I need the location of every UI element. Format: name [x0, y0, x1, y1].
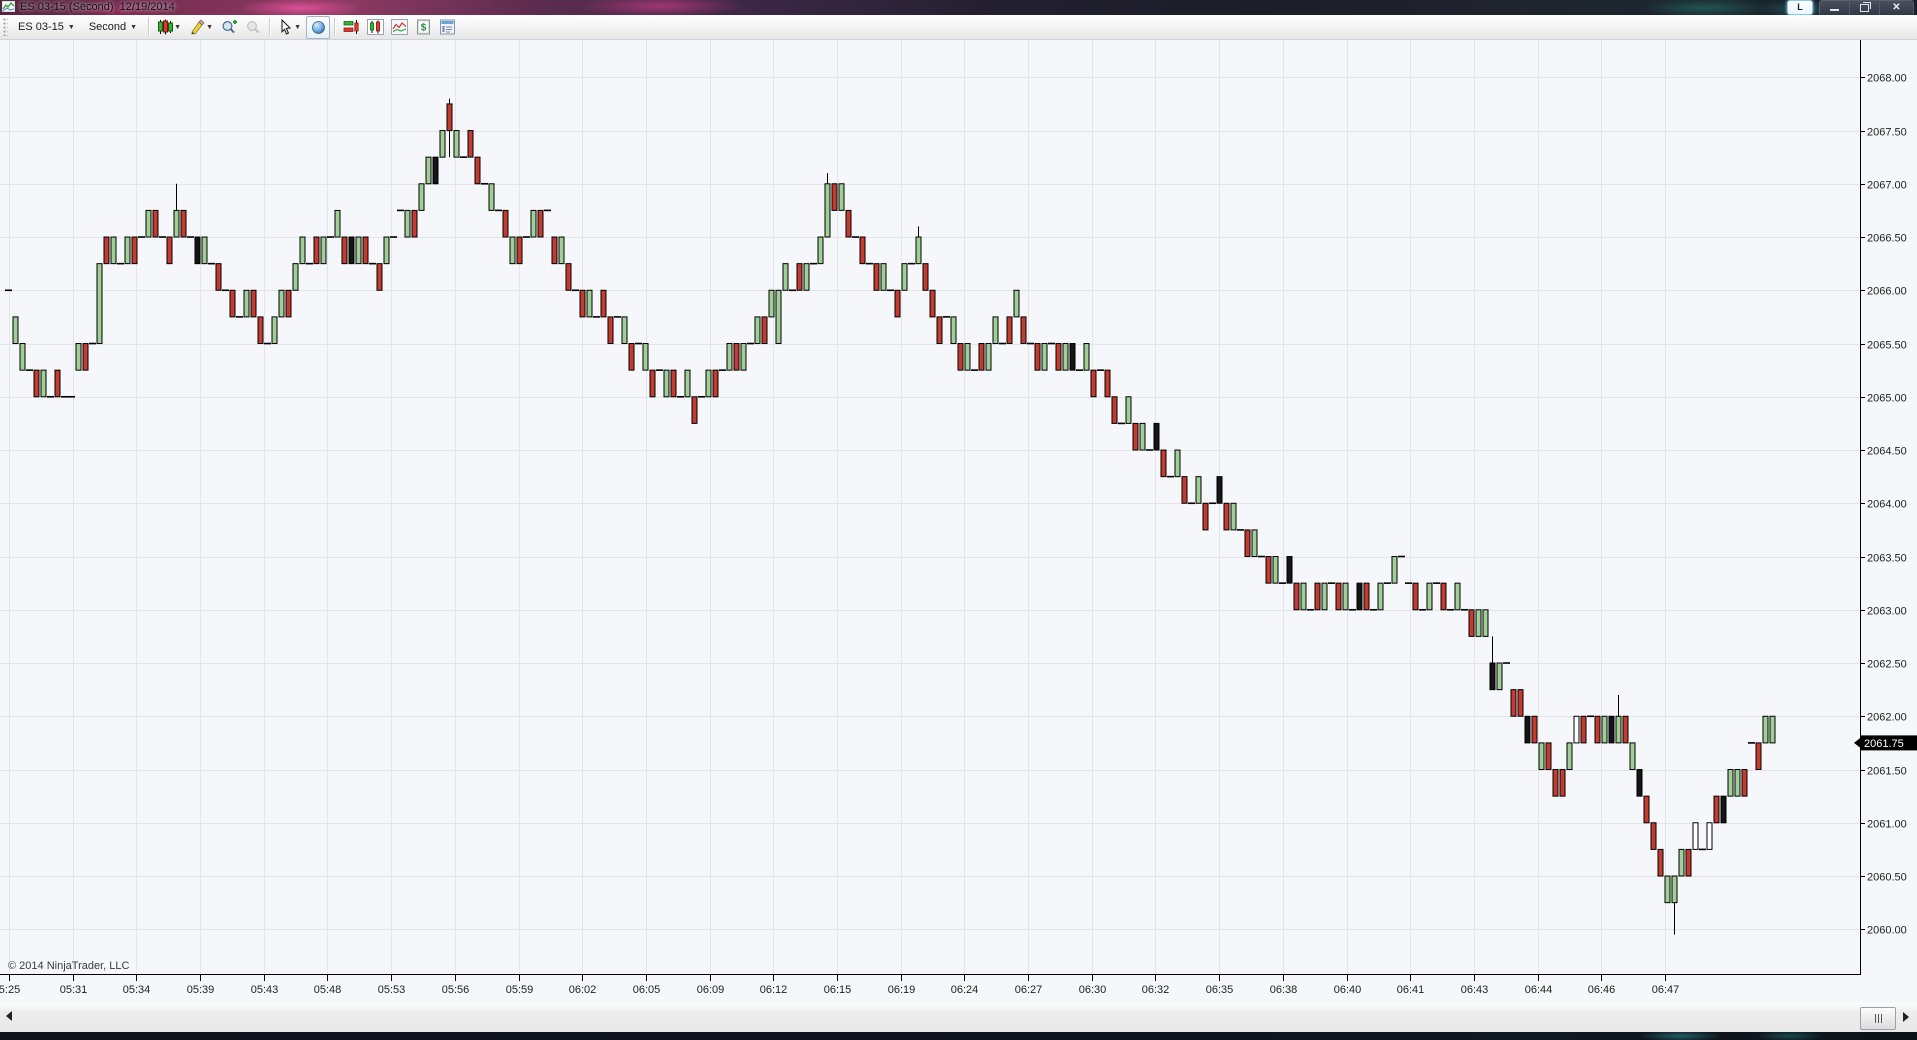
svg-text:06:32: 06:32 [1142, 984, 1170, 996]
scroll-right-arrow-icon[interactable] [1903, 1012, 1909, 1022]
svg-text:2060.50: 2060.50 [1867, 872, 1907, 884]
zoom-out-icon[interactable] [241, 16, 265, 39]
svg-text:06:27: 06:27 [1015, 984, 1043, 996]
svg-text:2062.00: 2062.00 [1867, 712, 1907, 724]
title-bar: ES 03-15 (Second) 12/19/2014 L ✕ [0, 0, 1917, 16]
candlestick-bars [5, 98, 1776, 935]
price-axis: 2068.00 2067.50 2067.00 2066.50 2066.00 2065.… [1860, 73, 1907, 937]
svg-text:$: $ [420, 23, 426, 34]
data-box-icon[interactable] [363, 16, 387, 39]
chart-style-icon[interactable]: ▼ [153, 16, 185, 39]
svg-text:06:24: 06:24 [951, 984, 979, 996]
svg-text:05:56: 05:56 [442, 984, 470, 996]
svg-text:2067.50: 2067.50 [1867, 127, 1907, 139]
svg-text:2063.50: 2063.50 [1867, 553, 1907, 565]
crosshair-globe-icon[interactable] [306, 15, 331, 39]
svg-text:2066.00: 2066.00 [1867, 286, 1907, 298]
restore-icon [1860, 1, 1871, 12]
svg-text:06:05: 06:05 [633, 984, 661, 996]
price-chart[interactable]: 2068.00 2067.50 2067.00 2066.50 2066.00 2065.… [0, 40, 1917, 1003]
chart-panel[interactable]: 2068.00 2067.50 2067.00 2066.50 2066.00 2065.… [0, 40, 1917, 1003]
dropdown-arrow-icon: ▼ [294, 23, 302, 31]
link-button[interactable]: L [1787, 0, 1813, 15]
account-dollar-icon[interactable]: $ [411, 16, 435, 39]
instrument-selector-label: ES 03-15 [18, 21, 64, 33]
time-axis: 5:25 05:31 05:34 05:39 05:43 05:48 05:53 05:56 0… [0, 974, 1679, 996]
svg-text:06:19: 06:19 [888, 984, 916, 996]
window-title: ES 03-15 (Second) 12/19/2014 [20, 1, 175, 13]
svg-text:06:38: 06:38 [1270, 984, 1298, 996]
svg-text:05:39: 05:39 [187, 984, 215, 996]
dropdown-arrow-icon: ▼ [130, 23, 138, 31]
scrollbar-grip[interactable] [1860, 1007, 1896, 1030]
minimize-icon [1830, 8, 1839, 11]
toolbar-separator [148, 18, 150, 36]
svg-text:2061.00: 2061.00 [1867, 819, 1907, 831]
close-button[interactable]: ✕ [1880, 0, 1913, 15]
dropdown-arrow-icon: ▼ [206, 23, 214, 31]
svg-text:06:47: 06:47 [1652, 984, 1680, 996]
svg-text:2067.00: 2067.00 [1867, 180, 1907, 192]
svg-text:06:44: 06:44 [1525, 984, 1553, 996]
svg-text:05:53: 05:53 [378, 984, 406, 996]
chart-toolbar: ES 03-15 ▼ Second ▼ ▼ ▼ ▼ $ [0, 15, 1917, 40]
restore-button[interactable] [1850, 0, 1880, 15]
toolbar-separator [334, 18, 336, 36]
svg-text:06:43: 06:43 [1461, 984, 1489, 996]
copyright-text: © 2014 NinjaTrader, LLC [8, 960, 129, 972]
svg-text:06:35: 06:35 [1206, 984, 1234, 996]
svg-text:06:30: 06:30 [1079, 984, 1107, 996]
dropdown-arrow-icon: ▼ [67, 23, 75, 31]
svg-text:2064.00: 2064.00 [1867, 499, 1907, 511]
zoom-in-icon[interactable] [217, 16, 241, 39]
svg-text:2061.75: 2061.75 [1864, 738, 1904, 750]
period-selector-label: Second [88, 21, 127, 33]
svg-text:06:40: 06:40 [1334, 984, 1362, 996]
svg-text:2060.00: 2060.00 [1867, 925, 1907, 937]
svg-text:06:09: 06:09 [697, 984, 725, 996]
svg-text:06:02: 06:02 [569, 984, 597, 996]
svg-text:05:43: 05:43 [251, 984, 279, 996]
instrument-selector[interactable]: ES 03-15 ▼ [11, 18, 82, 36]
window-bottom-edge [0, 1032, 1917, 1040]
svg-text:2064.50: 2064.50 [1867, 446, 1907, 458]
svg-text:06:46: 06:46 [1588, 984, 1616, 996]
svg-text:5:25: 5:25 [0, 984, 20, 996]
drawing-tools-icon[interactable]: ▼ [185, 16, 217, 39]
svg-text:05:59: 05:59 [506, 984, 534, 996]
svg-text:06:12: 06:12 [760, 984, 788, 996]
svg-text:2061.50: 2061.50 [1867, 766, 1907, 778]
svg-text:2065.00: 2065.00 [1867, 393, 1907, 405]
svg-text:2065.50: 2065.50 [1867, 340, 1907, 352]
properties-icon[interactable] [435, 16, 459, 39]
svg-text:2062.50: 2062.50 [1867, 659, 1907, 671]
close-icon: ✕ [1892, 1, 1901, 13]
toolbar-grip[interactable] [3, 18, 8, 36]
scroll-left-arrow-icon[interactable] [6, 1011, 12, 1021]
svg-text:05:31: 05:31 [60, 984, 88, 996]
svg-text:2068.00: 2068.00 [1867, 73, 1907, 85]
cursor-icon[interactable]: ▼ [274, 16, 306, 39]
period-selector[interactable]: Second ▼ [82, 18, 144, 36]
svg-text:06:41: 06:41 [1397, 984, 1425, 996]
svg-text:05:48: 05:48 [314, 984, 342, 996]
last-price-marker: 2061.75 [1854, 735, 1917, 751]
minimize-button[interactable] [1820, 0, 1850, 15]
svg-text:05:34: 05:34 [123, 984, 151, 996]
horizontal-scrollbar[interactable] [0, 1003, 1917, 1033]
dropdown-arrow-icon: ▼ [174, 23, 182, 31]
svg-text:06:15: 06:15 [824, 984, 852, 996]
toolbar-separator [269, 18, 271, 36]
market-analyzer-icon[interactable] [387, 16, 411, 39]
svg-text:2063.00: 2063.00 [1867, 606, 1907, 618]
chart-trader-icon[interactable] [339, 16, 363, 39]
svg-text:2066.50: 2066.50 [1867, 233, 1907, 245]
